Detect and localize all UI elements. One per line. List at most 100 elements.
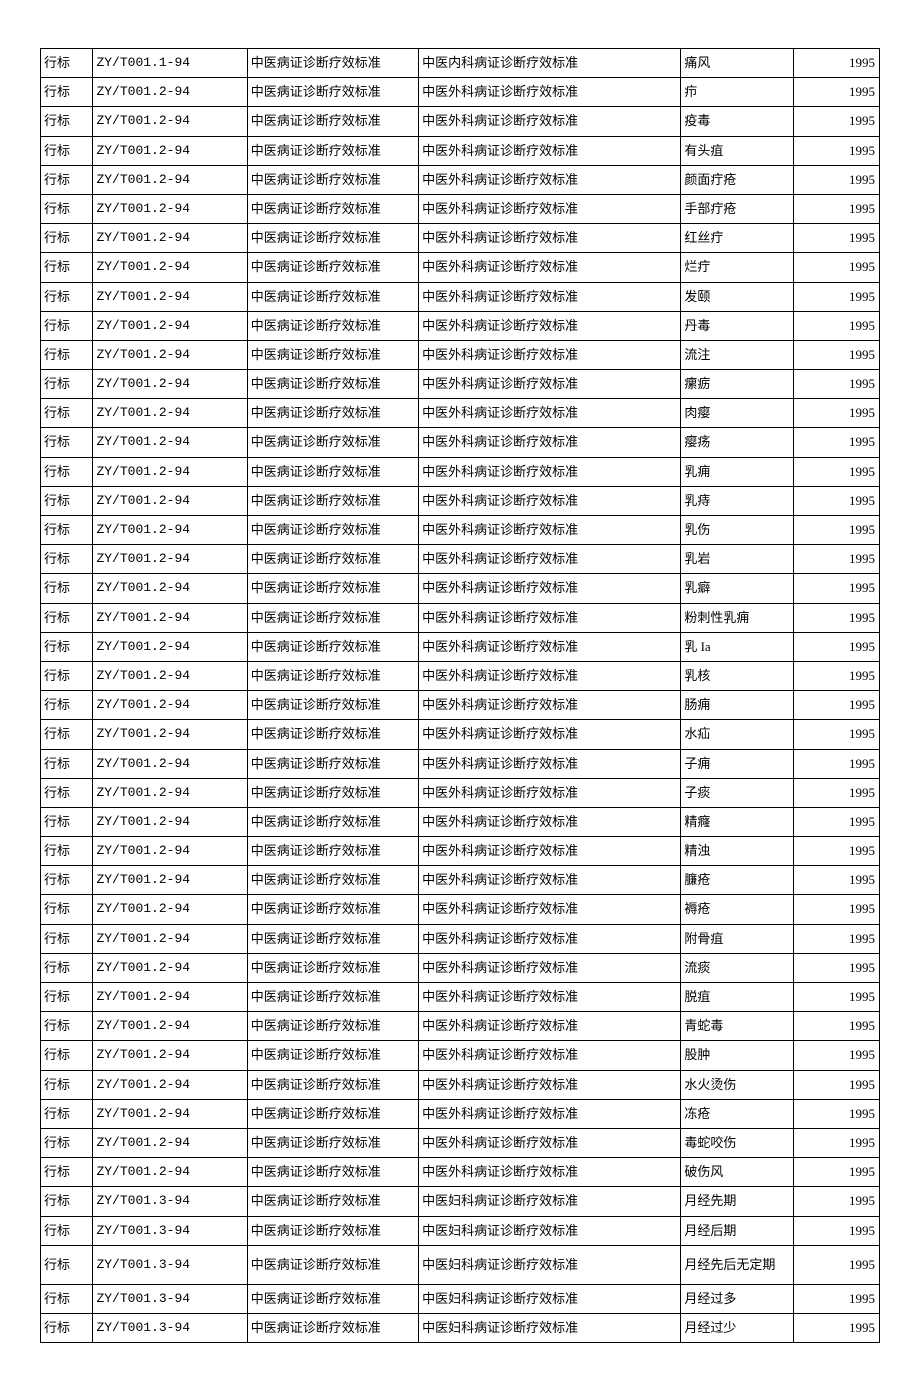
table-row: 行标ZY/T001.2-94中医病证诊断疗效标准中医外科病证诊断疗效标准子痰19… [41,778,880,807]
table-cell: 行标 [41,632,93,661]
table-cell: 中医病证诊断疗效标准 [247,895,418,924]
table-cell: 中医外科病证诊断疗效标准 [419,924,681,953]
table-cell: 1995 [794,603,880,632]
table-cell: 水疝 [681,720,794,749]
table-cell: ZY/T001.2-94 [93,486,247,515]
table-cell: 子痰 [681,778,794,807]
table-cell: 乳伤 [681,516,794,545]
table-row: 行标ZY/T001.2-94中医病证诊断疗效标准中医外科病证诊断疗效标准疖199… [41,78,880,107]
table-row: 行标ZY/T001.3-94中医病证诊断疗效标准中医妇科病证诊断疗效标准月经过多… [41,1284,880,1313]
table-cell: 中医病证诊断疗效标准 [247,1012,418,1041]
table-cell: 中医病证诊断疗效标准 [247,224,418,253]
table-cell: 1995 [794,516,880,545]
table-cell: 1995 [794,895,880,924]
table-cell: ZY/T001.2-94 [93,632,247,661]
table-cell: 1995 [794,1070,880,1099]
table-cell: ZY/T001.2-94 [93,807,247,836]
table-cell: 中医病证诊断疗效标准 [247,49,418,78]
table-cell: 中医外科病证诊断疗效标准 [419,1099,681,1128]
table-cell: ZY/T001.2-94 [93,1128,247,1157]
table-cell: 1995 [794,983,880,1012]
table-row: 行标ZY/T001.2-94中医病证诊断疗效标准中医外科病证诊断疗效标准红丝疔1… [41,224,880,253]
table-row: 行标ZY/T001.2-94中医病证诊断疗效标准中医外科病证诊断疗效标准破伤风1… [41,1158,880,1187]
table-cell: 中医外科病证诊断疗效标准 [419,1041,681,1070]
table-row: 行标ZY/T001.2-94中医病证诊断疗效标准中医外科病证诊断疗效标准粉刺性乳… [41,603,880,632]
table-cell: 中医病证诊断疗效标准 [247,720,418,749]
table-row: 行标ZY/T001.1-94中医病证诊断疗效标准中医内科病证诊断疗效标准痛风19… [41,49,880,78]
table-cell: 中医外科病证诊断疗效标准 [419,545,681,574]
table-row: 行标ZY/T001.2-94中医病证诊断疗效标准中医外科病证诊断疗效标准肠痈19… [41,691,880,720]
table-cell: 中医外科病证诊断疗效标准 [419,1012,681,1041]
table-cell: 行标 [41,165,93,194]
table-cell: 中医外科病证诊断疗效标准 [419,1070,681,1099]
table-cell: 中医病证诊断疗效标准 [247,574,418,603]
table-cell: 精浊 [681,837,794,866]
table-row: 行标ZY/T001.2-94中医病证诊断疗效标准中医外科病证诊断疗效标准股肿19… [41,1041,880,1070]
table-cell: ZY/T001.2-94 [93,428,247,457]
table-cell: 中医外科病证诊断疗效标准 [419,486,681,515]
table-cell: 行标 [41,370,93,399]
table-cell: 行标 [41,807,93,836]
table-row: 行标ZY/T001.2-94中医病证诊断疗效标准中医外科病证诊断疗效标准青蛇毒1… [41,1012,880,1041]
table-row: 行标ZY/T001.2-94中医病证诊断疗效标准中医外科病证诊断疗效标准颜面疔疮… [41,165,880,194]
table-cell: 1995 [794,340,880,369]
table-cell: ZY/T001.2-94 [93,953,247,982]
table-cell: ZY/T001.2-94 [93,516,247,545]
table-cell: 中医外科病证诊断疗效标准 [419,78,681,107]
table-cell: 中医病证诊断疗效标准 [247,953,418,982]
table-cell: 青蛇毒 [681,1012,794,1041]
table-cell: 中医外科病证诊断疗效标准 [419,778,681,807]
table-cell: 1995 [794,1284,880,1313]
table-cell: 中医妇科病证诊断疗效标准 [419,1284,681,1313]
table-cell: 行标 [41,1187,93,1216]
table-cell: 中医病证诊断疗效标准 [247,399,418,428]
table-cell: 中医外科病证诊断疗效标准 [419,370,681,399]
table-cell: 中医外科病证诊断疗效标准 [419,837,681,866]
table-cell: 1995 [794,428,880,457]
table-cell: 行标 [41,282,93,311]
table-row: 行标ZY/T001.2-94中医病证诊断疗效标准中医外科病证诊断疗效标准冻疮19… [41,1099,880,1128]
table-cell: 疫毒 [681,107,794,136]
table-cell: 中医病证诊断疗效标准 [247,340,418,369]
table-cell: 1995 [794,1216,880,1245]
table-cell: 流注 [681,340,794,369]
table-cell: 中医外科病证诊断疗效标准 [419,224,681,253]
table-cell: 1995 [794,574,880,603]
table-cell: 1995 [794,1012,880,1041]
table-cell: 1995 [794,311,880,340]
table-cell: 中医外科病证诊断疗效标准 [419,895,681,924]
table-cell: 行标 [41,49,93,78]
table-cell: 行标 [41,1128,93,1157]
table-cell: 1995 [794,1187,880,1216]
table-cell: 毒蛇咬伤 [681,1128,794,1157]
table-cell: 中医病证诊断疗效标准 [247,632,418,661]
table-cell: 手部疔疮 [681,194,794,223]
table-cell: 1995 [794,1158,880,1187]
table-cell: 中医病证诊断疗效标准 [247,1158,418,1187]
table-cell: 行标 [41,1314,93,1343]
table-row: 行标ZY/T001.2-94中医病证诊断疗效标准中医外科病证诊断疗效标准毒蛇咬伤… [41,1128,880,1157]
table-cell: 中医外科病证诊断疗效标准 [419,311,681,340]
table-cell: 行标 [41,224,93,253]
table-cell: 1995 [794,136,880,165]
table-cell: 中医病证诊断疗效标准 [247,1041,418,1070]
table-row: 行标ZY/T001.2-94中医病证诊断疗效标准中医外科病证诊断疗效标准流注19… [41,340,880,369]
table-cell: 1995 [794,1128,880,1157]
table-cell: ZY/T001.2-94 [93,136,247,165]
table-row: 行标ZY/T001.3-94中医病证诊断疗效标准中医妇科病证诊断疗效标准月经先后… [41,1245,880,1284]
table-cell: 中医病证诊断疗效标准 [247,253,418,282]
table-cell: 中医病证诊断疗效标准 [247,78,418,107]
table-cell: ZY/T001.2-94 [93,749,247,778]
table-cell: ZY/T001.2-94 [93,895,247,924]
table-cell: 中医外科病证诊断疗效标准 [419,107,681,136]
table-cell: 行标 [41,516,93,545]
table-cell: ZY/T001.3-94 [93,1216,247,1245]
table-row: 行标ZY/T001.2-94中医病证诊断疗效标准中医外科病证诊断疗效标准水疝19… [41,720,880,749]
table-cell: 中医外科病证诊断疗效标准 [419,340,681,369]
table-cell: 行标 [41,1041,93,1070]
table-cell: ZY/T001.2-94 [93,340,247,369]
table-cell: ZY/T001.2-94 [93,1158,247,1187]
table-cell: 行标 [41,661,93,690]
table-cell: 臁疮 [681,866,794,895]
table-cell: 肠痈 [681,691,794,720]
